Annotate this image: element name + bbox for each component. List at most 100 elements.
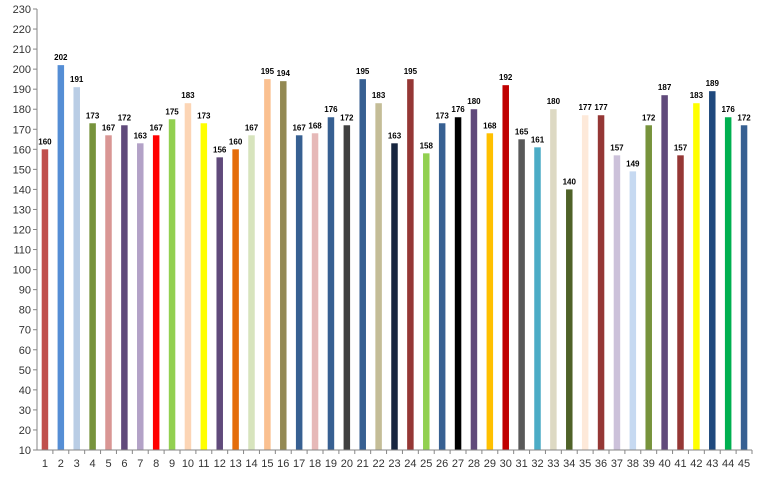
- y-tick-label: 40: [19, 385, 31, 397]
- bar: [454, 117, 462, 450]
- x-tick-label: 30: [500, 458, 512, 470]
- bar: [152, 135, 160, 450]
- bar: [184, 103, 192, 451]
- data-label: 189: [706, 79, 720, 88]
- x-tick-label: 35: [579, 458, 591, 470]
- x-tick-label: 21: [357, 458, 369, 470]
- x-axis-ticks: 1 2 3 4 5 6 7 8 9 10 11 12 13 14 15 16 17 18 19 20 21 22 23 24 2…: [42, 450, 753, 470]
- x-tick-label: 40: [658, 458, 670, 470]
- y-tick-label: 20: [19, 425, 31, 437]
- bar: [724, 117, 732, 450]
- x-tick-label: 42: [690, 458, 702, 470]
- data-label: 183: [690, 91, 704, 100]
- bar: [105, 135, 112, 450]
- bar: [327, 117, 335, 450]
- bar: [391, 143, 398, 450]
- x-tick-label: 26: [436, 458, 448, 470]
- x-tick-label: 41: [674, 458, 686, 470]
- data-labels: 1602021911731671721631671751831731561601…: [38, 53, 751, 186]
- y-tick-label: 160: [13, 144, 31, 156]
- y-tick-label: 200: [13, 64, 31, 76]
- y-tick-label: 110: [13, 245, 31, 257]
- x-tick-label: 17: [293, 458, 305, 470]
- y-tick-label: 120: [13, 225, 31, 237]
- bar: [407, 79, 414, 450]
- data-label: 173: [86, 111, 100, 120]
- x-tick-label: 29: [484, 458, 496, 470]
- bar: [613, 155, 621, 450]
- x-tick-label: 24: [404, 458, 416, 470]
- x-tick-label: 14: [245, 458, 257, 470]
- data-label: 195: [356, 67, 370, 76]
- bar: [661, 95, 668, 450]
- y-tick-label: 30: [19, 405, 31, 417]
- x-tick-label: 45: [738, 458, 750, 470]
- y-tick-label: 230: [13, 4, 31, 16]
- bar: [438, 123, 446, 450]
- bar: [343, 125, 351, 450]
- x-tick-label: 34: [563, 458, 575, 470]
- bar: [486, 133, 494, 451]
- data-label: 161: [531, 135, 545, 144]
- data-label: 187: [658, 83, 672, 92]
- bar: [502, 85, 509, 450]
- bar: [216, 157, 223, 450]
- x-tick-label: 1: [42, 458, 48, 470]
- x-tick-label: 39: [643, 458, 655, 470]
- x-tick-label: 4: [90, 458, 96, 470]
- bar: [359, 79, 366, 450]
- data-label: 175: [165, 107, 179, 116]
- data-label: 168: [483, 121, 497, 130]
- data-label: 191: [70, 75, 84, 84]
- data-label: 168: [308, 121, 322, 130]
- x-tick-label: 43: [706, 458, 718, 470]
- x-tick-label: 7: [137, 458, 143, 470]
- bar: [629, 171, 637, 451]
- data-label: 180: [467, 97, 481, 106]
- bar: [645, 125, 652, 450]
- x-tick-label: 9: [169, 458, 175, 470]
- data-label: 194: [277, 69, 291, 78]
- data-label: 177: [578, 103, 592, 112]
- data-label: 195: [261, 67, 275, 76]
- x-tick-label: 6: [121, 458, 127, 470]
- data-label: 180: [547, 97, 561, 106]
- bars: [41, 65, 748, 451]
- y-tick-label: 170: [13, 124, 31, 136]
- data-label: 173: [197, 111, 211, 120]
- data-label: 163: [134, 131, 148, 140]
- data-label: 158: [420, 141, 434, 150]
- x-tick-label: 22: [372, 458, 384, 470]
- x-tick-label: 37: [611, 458, 623, 470]
- bar: [89, 123, 96, 450]
- x-tick-label: 20: [341, 458, 353, 470]
- bar: [740, 125, 748, 450]
- x-tick-label: 32: [531, 458, 543, 470]
- y-tick-label: 150: [13, 164, 31, 176]
- x-tick-label: 28: [468, 458, 480, 470]
- y-tick-label: 210: [13, 44, 31, 56]
- data-label: 172: [737, 113, 751, 122]
- data-label: 176: [324, 105, 338, 114]
- data-label: 172: [118, 113, 132, 122]
- bar: [73, 87, 80, 450]
- data-label: 192: [499, 73, 513, 82]
- data-label: 140: [563, 177, 577, 186]
- x-tick-label: 25: [420, 458, 432, 470]
- bar: [693, 103, 700, 451]
- bar: [232, 149, 239, 450]
- data-label: 177: [594, 103, 608, 112]
- data-label: 163: [388, 131, 402, 140]
- x-tick-label: 15: [261, 458, 273, 470]
- bar: [677, 155, 684, 450]
- bar: [248, 135, 255, 450]
- data-label: 149: [626, 159, 640, 168]
- x-tick-label: 31: [515, 458, 527, 470]
- data-label: 195: [404, 67, 418, 76]
- bar: [311, 133, 319, 451]
- bar: [280, 81, 287, 450]
- data-label: 176: [721, 105, 735, 114]
- x-tick-label: 33: [547, 458, 559, 470]
- bar: [375, 103, 382, 451]
- bar: [168, 119, 176, 450]
